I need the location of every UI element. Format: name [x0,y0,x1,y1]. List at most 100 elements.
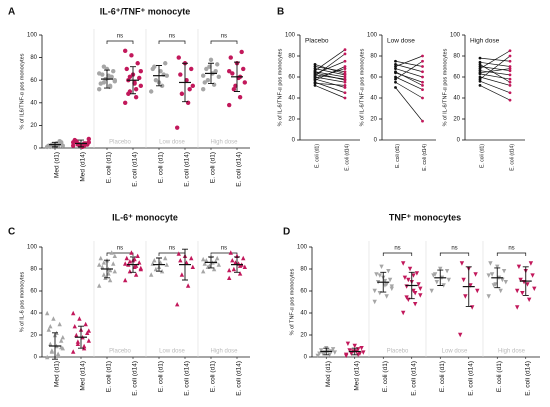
data-point [46,327,51,332]
data-point [48,341,53,346]
data-point [230,71,235,76]
data-point [406,277,411,283]
subplot-title: Low dose [387,38,415,45]
y-tick-label: 40 [288,96,295,102]
y-tick-label: 40 [300,311,307,317]
pair-line [314,49,346,71]
data-point [343,48,347,52]
x-tick-label: E. coli (d14) [132,361,139,396]
data-point [379,264,384,269]
data-point [211,266,217,272]
data-point [313,65,317,68]
pair-line [479,64,511,83]
pair-line [395,76,423,90]
x-tick-label: Med (d1) [54,361,61,387]
data-point [515,288,520,294]
data-point [313,63,317,66]
data-point [158,260,163,265]
data-point [361,350,366,355]
y-tick-label: 60 [300,289,307,295]
significance-bracket [158,252,186,256]
x-tick-label: E. coli (d14) [509,144,515,171]
data-point [421,75,424,79]
data-point [45,354,50,360]
data-point [127,74,133,80]
y-tick-label: 0 [34,355,38,361]
x-tick-label: E. coli (d1) [210,361,217,392]
y-tick-label: 100 [27,33,38,39]
data-point [59,344,64,350]
data-point [478,65,482,68]
data-point [421,84,424,87]
data-point [107,277,113,283]
chart-title: IL-6⁺ monocyte [112,212,178,222]
data-point [441,283,446,288]
pair-line [479,50,511,69]
significance-label: ns [508,246,514,252]
significance-label: ns [394,246,400,252]
x-tick-label: E. coli (d1) [395,144,401,168]
y-tick-label: 20 [453,117,460,123]
data-point [158,68,163,74]
data-point [394,65,397,68]
x-tick-label: E. coli (d14) [467,361,474,396]
data-point [478,75,482,79]
data-point [123,261,128,266]
data-point [237,271,243,276]
data-point [176,55,181,60]
data-point [190,83,195,89]
x-tick-label: E. coli (d14) [524,361,531,396]
data-point [185,283,191,288]
data-point [508,77,512,81]
data-point [149,89,154,94]
data-point [421,119,424,123]
x-tick-label: E. coli (d14) [236,152,243,187]
significance-bracket [210,40,238,44]
data-point [101,272,107,277]
pair-line [314,85,346,99]
y-axis-label: % of TNF-α pos monocytes [289,268,295,335]
chart-title: IL-6⁺/TNF⁺ monocyte [100,6,191,16]
data-point [394,67,397,70]
y-tick-label: 40 [453,96,460,102]
data-point [528,261,534,266]
subplot-title: High dose [470,38,500,45]
pair-line [395,72,423,83]
data-point [402,275,408,280]
data-point [386,269,391,274]
y-tick-label: 0 [374,138,378,144]
data-point [478,60,482,64]
group-label: High dose [210,349,238,355]
data-point [159,83,165,89]
data-point [343,72,347,76]
data-point [416,282,421,287]
data-point [207,64,212,69]
data-point [516,264,522,269]
x-tick-label: E. coli (d1) [314,144,320,168]
data-point [421,59,424,63]
data-point [241,255,246,261]
data-point [179,272,185,277]
y-tick-label: 0 [34,146,38,152]
data-point [394,63,397,66]
x-tick-label: E. coli (d14) [422,144,428,171]
data-point [187,87,192,92]
data-point [478,79,482,83]
x-tick-label: Med (d14) [80,152,87,182]
data-point [488,261,493,266]
panel-label: D [283,227,290,238]
data-point [317,351,322,356]
data-point [228,55,233,60]
y-tick-label: 60 [288,75,295,81]
data-point [207,263,212,268]
data-point [463,294,468,299]
data-point [421,54,424,58]
group-label: High dose [498,349,526,355]
y-tick-label: 60 [453,75,460,81]
data-point [500,277,505,283]
data-point [86,328,91,333]
significance-bracket [439,252,470,256]
data-point [101,260,107,265]
pair-line [314,64,346,75]
group-label: Placebo [109,140,131,146]
